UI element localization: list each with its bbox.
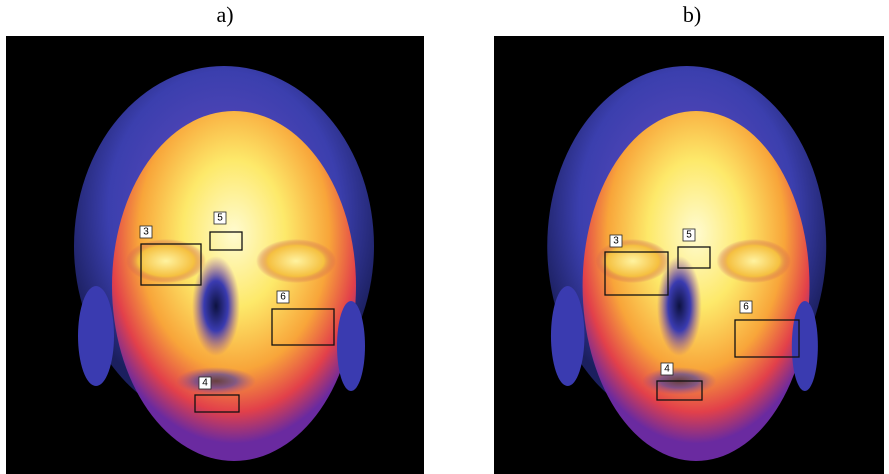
region-label: 4	[664, 364, 670, 375]
thermal-image	[484, 36, 884, 474]
panels: a) 3 5 6 4 b) 3 5 6 4	[6, 2, 884, 474]
region-label: 5	[217, 213, 223, 224]
face	[6, 36, 424, 474]
figure: a) 3 5 6 4 b) 3 5 6 4	[0, 0, 889, 474]
region-label: 6	[743, 302, 749, 313]
region-label: 3	[143, 227, 149, 238]
region-label: 5	[686, 230, 692, 241]
panel: a) 3 5 6 4	[6, 2, 424, 474]
thermal-image	[6, 36, 424, 474]
panel: b) 3 5 6 4	[484, 2, 884, 474]
panel-title: b)	[683, 2, 701, 27]
region-label: 6	[280, 292, 286, 303]
region-label: 4	[202, 378, 208, 389]
panel-title: a)	[216, 2, 233, 27]
region-label: 3	[613, 236, 619, 247]
